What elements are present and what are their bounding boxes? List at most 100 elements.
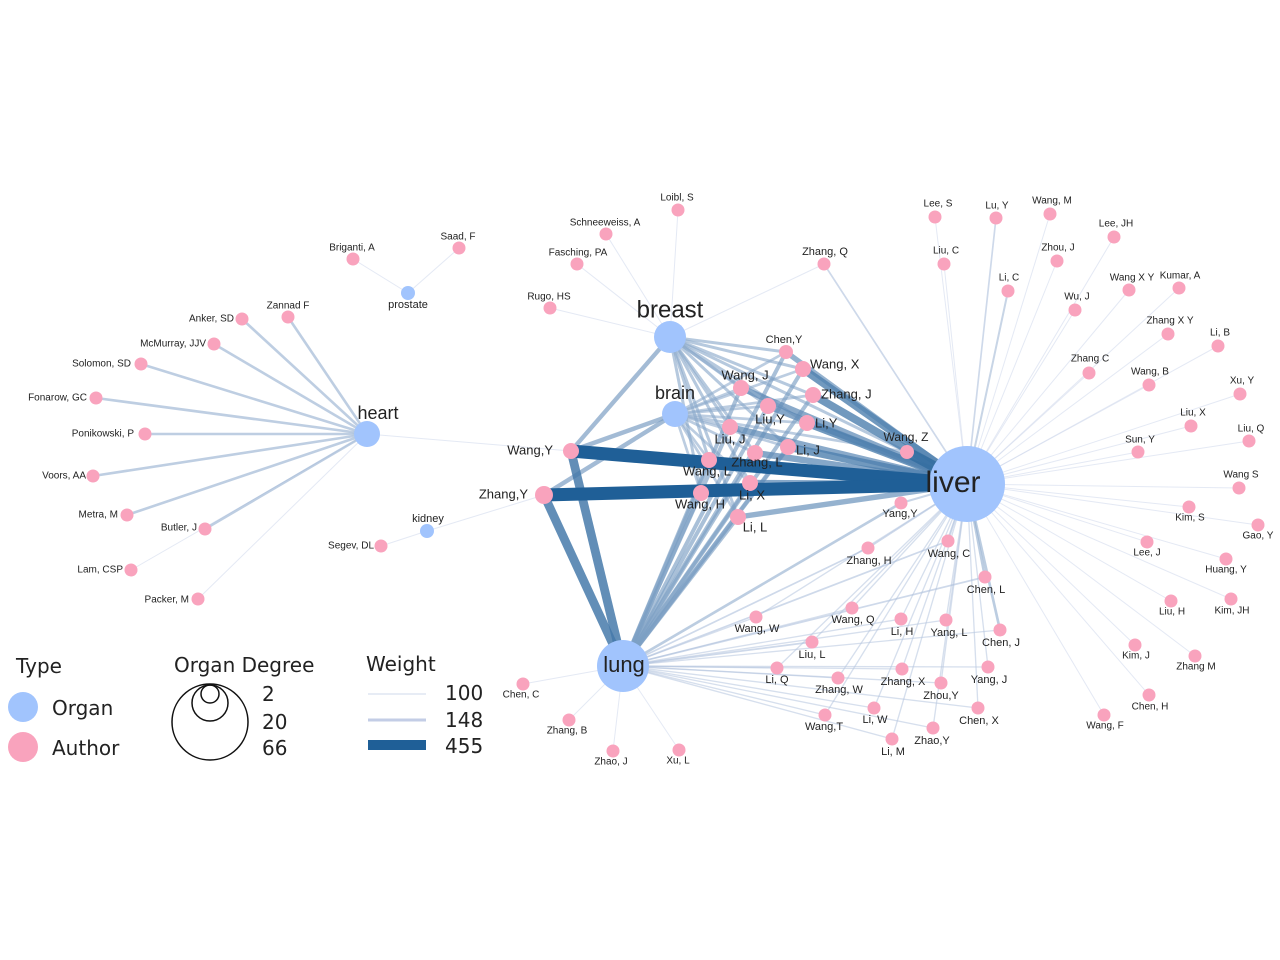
author-node-a42[interactable] — [1050, 254, 1064, 268]
author-node-a46[interactable] — [1068, 303, 1082, 317]
author-node-a59[interactable] — [1219, 552, 1233, 566]
author-node-a64[interactable] — [1142, 688, 1156, 702]
author-node-a37[interactable] — [928, 210, 942, 224]
author-node-a65[interactable] — [1097, 708, 1111, 722]
author-node-a26[interactable] — [722, 419, 738, 435]
author-node-a87[interactable] — [606, 744, 620, 758]
author-node-a29[interactable] — [747, 445, 763, 461]
author-node-a78[interactable] — [934, 676, 948, 690]
author-node-a40[interactable] — [1107, 230, 1121, 244]
author-node-a1[interactable] — [346, 252, 360, 266]
author-node-a48[interactable] — [1211, 339, 1225, 353]
author-node-a50[interactable] — [1142, 378, 1156, 392]
author-node-a54[interactable] — [1131, 445, 1145, 459]
author-node-a35[interactable] — [900, 445, 914, 459]
author-node-a22[interactable] — [733, 380, 749, 396]
author-node-a85[interactable] — [516, 677, 530, 691]
author-node-a18[interactable] — [543, 301, 557, 315]
author-node-a31[interactable] — [535, 486, 553, 504]
author-node-a71[interactable] — [894, 612, 908, 626]
organ-node-heart[interactable] — [354, 421, 380, 447]
author-node-a23[interactable] — [805, 387, 821, 403]
author-node-a4[interactable] — [235, 312, 249, 326]
author-node-a63[interactable] — [1188, 649, 1202, 663]
author-node-a67[interactable] — [941, 534, 955, 548]
author-node-a88[interactable] — [672, 743, 686, 757]
author-node-a51[interactable] — [1233, 387, 1247, 401]
author-node-a73[interactable] — [993, 623, 1007, 637]
author-node-a12[interactable] — [124, 563, 138, 577]
author-node-a62[interactable] — [1128, 638, 1142, 652]
edge-brain-a24 — [674, 404, 769, 416]
author-node-a79[interactable] — [981, 660, 995, 674]
author-node-a83[interactable] — [885, 732, 899, 746]
author-node-a8[interactable] — [138, 427, 152, 441]
author-node-a81[interactable] — [867, 701, 881, 715]
edge-lung-a24 — [621, 405, 770, 667]
author-node-a68[interactable] — [978, 570, 992, 584]
author-node-a17[interactable] — [570, 257, 584, 271]
author-node-a66[interactable] — [861, 541, 875, 555]
author-node-a43[interactable] — [1001, 284, 1015, 298]
author-node-a72[interactable] — [939, 613, 953, 627]
author-node-a80[interactable] — [818, 708, 832, 722]
author-node-a9[interactable] — [86, 469, 100, 483]
author-node-a41[interactable] — [937, 257, 951, 271]
author-node-a19[interactable] — [817, 257, 831, 271]
author-node-a69[interactable] — [749, 610, 763, 624]
author-node-a61[interactable] — [1224, 592, 1238, 606]
author-node-a25[interactable] — [799, 415, 815, 431]
author-node-a2[interactable] — [452, 241, 466, 255]
author-node-a3[interactable] — [281, 310, 295, 324]
organ-node-brain[interactable] — [662, 401, 688, 427]
author-node-a57[interactable] — [1251, 518, 1265, 532]
author-node-a45[interactable] — [1172, 281, 1186, 295]
edge-liver-a64 — [966, 483, 1150, 696]
author-node-a55[interactable] — [1232, 481, 1246, 495]
author-node-a15[interactable] — [671, 203, 685, 217]
author-node-a11[interactable] — [198, 522, 212, 536]
author-node-a86[interactable] — [562, 713, 576, 727]
author-node-a76[interactable] — [831, 671, 845, 685]
organ-node-prostate[interactable] — [401, 286, 415, 300]
author-node-a56[interactable] — [1182, 500, 1196, 514]
author-node-a30[interactable] — [701, 452, 717, 468]
author-node-a5[interactable] — [207, 337, 221, 351]
author-node-a24[interactable] — [760, 398, 776, 414]
author-node-a47[interactable] — [1161, 327, 1175, 341]
author-node-a44[interactable] — [1122, 283, 1136, 297]
author-node-a82[interactable] — [971, 701, 985, 715]
author-node-a6[interactable] — [134, 357, 148, 371]
legend-weight: Weight 100 148 455 — [366, 652, 483, 758]
organ-node-lung[interactable] — [597, 640, 649, 692]
author-node-a58[interactable] — [1140, 535, 1154, 549]
organ-node-kidney[interactable] — [420, 524, 434, 538]
author-node-a84[interactable] — [926, 721, 940, 735]
author-node-a32[interactable] — [742, 475, 758, 491]
author-node-a77[interactable] — [895, 662, 909, 676]
organ-node-breast[interactable] — [654, 321, 686, 353]
author-node-a14[interactable] — [374, 539, 388, 553]
author-node-a39[interactable] — [1043, 207, 1057, 221]
author-node-a34[interactable] — [730, 509, 746, 525]
author-node-a21[interactable] — [795, 361, 811, 377]
author-node-a7[interactable] — [89, 391, 103, 405]
author-node-a49[interactable] — [1082, 366, 1096, 380]
author-node-a16[interactable] — [599, 227, 613, 241]
edge-liver-a31 — [543, 477, 968, 502]
organ-node-liver[interactable] — [929, 446, 1005, 522]
author-node-a28[interactable] — [563, 443, 579, 459]
author-node-a13[interactable] — [191, 592, 205, 606]
author-node-a10[interactable] — [120, 508, 134, 522]
author-node-a70[interactable] — [845, 601, 859, 615]
author-node-a52[interactable] — [1184, 419, 1198, 433]
author-node-a27[interactable] — [780, 439, 796, 455]
author-node-a60[interactable] — [1164, 594, 1178, 608]
author-node-a75[interactable] — [770, 661, 784, 675]
author-node-a38[interactable] — [989, 211, 1003, 225]
author-node-a74[interactable] — [805, 635, 819, 649]
author-node-a36[interactable] — [894, 496, 908, 510]
author-node-a53[interactable] — [1242, 434, 1256, 448]
author-node-a20[interactable] — [779, 345, 793, 359]
author-node-a33[interactable] — [693, 485, 709, 501]
